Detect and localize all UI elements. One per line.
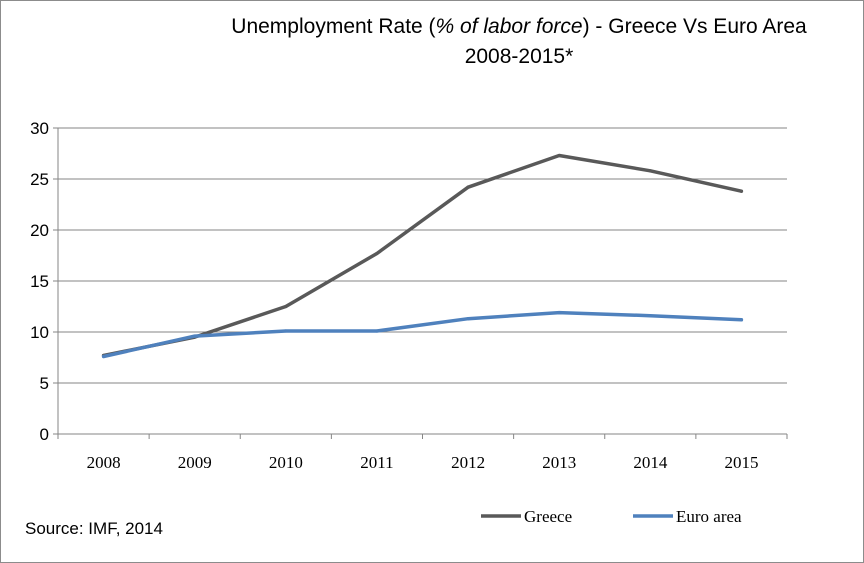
y-tick-label: 5	[40, 374, 49, 393]
chart-title-prefix: Unemployment Rate (	[231, 15, 435, 38]
chart-title: Unemployment Rate (% of labor force) - G…	[231, 15, 807, 38]
data-point-euro-area	[557, 311, 561, 315]
x-tick-label: 2013	[542, 453, 576, 472]
legend: Greece Euro area	[481, 507, 742, 526]
chart-title-suffix: ) - Greece Vs Euro Area	[583, 15, 807, 38]
x-tick-label: 2010	[269, 453, 303, 472]
data-point-greece	[648, 169, 652, 173]
axes	[53, 127, 788, 439]
legend-label-euro-area: Euro area	[676, 507, 742, 526]
data-point-euro-area	[648, 314, 652, 318]
series-line-euro-area	[101, 310, 744, 359]
y-tick-label: 30	[30, 119, 49, 138]
legend-label-greece: Greece	[524, 507, 572, 526]
x-tick-label: 2012	[451, 453, 485, 472]
x-tick-label: 2008	[87, 453, 121, 472]
data-point-greece	[739, 189, 744, 193]
y-tick-label: 15	[30, 272, 49, 291]
y-tick-labels: 0 5 10 15 20 25 30	[30, 119, 49, 444]
x-tick-label: 2015	[724, 453, 758, 472]
data-point-euro-area	[375, 329, 379, 333]
y-tick-label: 0	[40, 425, 49, 444]
x-tick-labels: 2008 2009 2010 2011 2012 2013 2014 2015	[87, 453, 759, 472]
x-tick-label: 2011	[360, 453, 393, 472]
data-point-greece	[375, 251, 379, 256]
data-point-euro-area	[193, 334, 197, 338]
series-line-greece	[101, 153, 744, 358]
data-point-euro-area	[466, 317, 470, 321]
data-point-greece	[557, 153, 561, 158]
chart-subtitle: 2008-2015*	[465, 45, 574, 68]
x-tick-label: 2009	[178, 453, 212, 472]
y-tick-label: 10	[30, 323, 49, 342]
chart-title-italic: % of labor force	[436, 15, 583, 38]
gridlines	[58, 127, 787, 384]
series-lines	[101, 153, 744, 359]
y-tick-label: 20	[30, 221, 49, 240]
x-tick-label: 2014	[633, 453, 668, 472]
y-tick-label: 25	[30, 170, 49, 189]
source-note: Source: IMF, 2014	[25, 519, 163, 538]
data-point-euro-area	[284, 329, 288, 333]
data-point-euro-area	[739, 318, 744, 322]
data-point-greece	[466, 185, 470, 189]
data-point-greece	[284, 304, 288, 309]
data-point-euro-area	[101, 354, 106, 359]
